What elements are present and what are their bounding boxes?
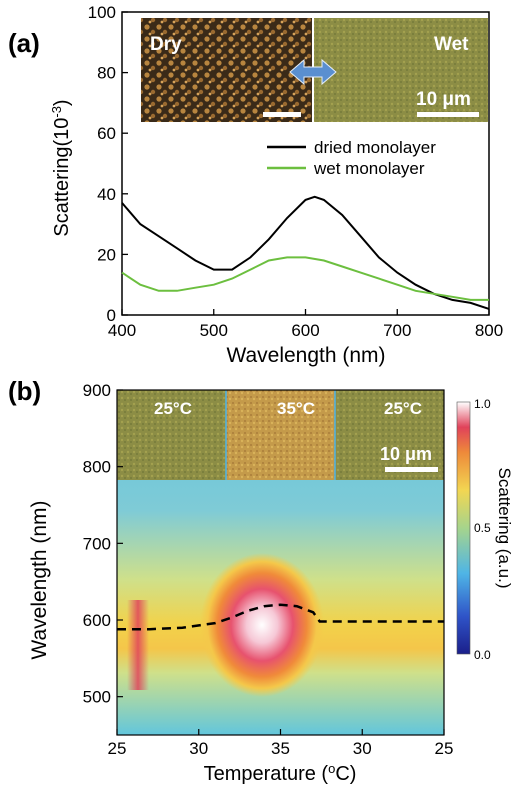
series-line-wet-monolayer (121, 256, 489, 301)
panel-a-inset: Dry Wet 10 μm (141, 18, 488, 122)
b-x-tick-label: 25 (435, 739, 454, 758)
a-y-tick-label: 60 (97, 124, 116, 143)
inset-25c-left (117, 390, 226, 480)
panel-a-legend: dried monolayer wet monolayer (267, 138, 436, 178)
inset-label-35c: 35°C (277, 399, 315, 418)
inset-b-scale-label: 10 μm (380, 444, 432, 464)
legend-label-dried: dried monolayer (314, 138, 436, 157)
panel-a-label: (a) (8, 28, 40, 58)
legend-label-wet: wet monolayer (313, 159, 425, 178)
a-x-tick-label: 600 (291, 321, 319, 340)
inset-25c-right (335, 390, 444, 480)
panel-a-x-label: Wavelength (nm) (226, 344, 385, 367)
b-y-tick-label: 900 (83, 381, 111, 400)
a-x-tick-label: 700 (383, 321, 411, 340)
peak-wavelength-dashed-line (117, 603, 444, 631)
a-y-tick-label: 80 (97, 64, 116, 83)
colorbar-tick-05: 0.5 (474, 521, 491, 535)
inset-35c (226, 390, 335, 480)
inset-label-25c-right: 25°C (384, 399, 422, 418)
inset-wet-image (313, 18, 488, 122)
panel-b-x-label: Temperature (oC) (204, 761, 357, 785)
a-y-tick-label: 40 (97, 185, 116, 204)
b-x-tick-label: 35 (271, 739, 290, 758)
a-x-tick-label: 500 (200, 321, 228, 340)
a-x-tick-label: 800 (475, 321, 503, 340)
inset-scale-label: 10 μm (416, 89, 471, 110)
a-y-tick-label: 100 (88, 3, 116, 22)
b-y-tick-label: 800 (83, 458, 111, 477)
panel-a-y-label: Scattering(10-3) (49, 99, 74, 236)
b-y-tick-label: 500 (83, 688, 111, 707)
panel-b-y-ticks: 500 600 700 800 900 (83, 381, 123, 707)
panel-b-y-label: Wavelength (nm) (28, 500, 51, 659)
inset-wet-label: Wet (434, 34, 469, 55)
colorbar-tick-0: 0.0 (474, 648, 491, 662)
b-y-tick-label: 600 (83, 611, 111, 630)
panel-a: (a) Dry Wet 10 μm 0 20 40 60 80 100 400 500 600… (8, 3, 503, 367)
b-x-tick-label: 30 (189, 739, 208, 758)
double-arrow-icon (289, 58, 337, 86)
colorbar: 1.0 0.5 0.0 Scattering (a.u.) (456, 397, 514, 662)
colorbar-gradient (456, 401, 471, 655)
a-x-tick-label: 400 (108, 321, 136, 340)
inset-dry-image (141, 18, 313, 122)
b-x-tick-label: 30 (353, 739, 372, 758)
heatmap-left-band (127, 600, 149, 690)
panel-a-y-ticks: 0 20 40 60 80 100 (88, 3, 128, 325)
panel-a-x-ticks: 400 500 600 700 800 (108, 309, 503, 340)
a-y-tick-label: 20 (97, 245, 116, 264)
inset-wet-scale-bar (417, 112, 479, 117)
a-y-tick-label: 0 (107, 306, 116, 325)
b-y-tick-label: 700 (83, 534, 111, 553)
panel-b-inset: 25°C 35°C 25°C 10 μm (117, 390, 444, 480)
b-x-tick-label: 25 (108, 739, 127, 758)
series-line-dried-monolayer (121, 195, 490, 310)
inset-b-scale-bar (385, 467, 438, 472)
inset-label-25c-left: 25°C (154, 399, 192, 418)
inset-dry-label: Dry (150, 34, 182, 55)
colorbar-tick-1: 1.0 (474, 397, 491, 411)
panel-b: (b) 25°C 35°C 25°C 10 μm 500 600 700 800 900… (8, 376, 514, 785)
inset-dry-scale-bar (263, 112, 301, 117)
colorbar-label: Scattering (a.u.) (495, 468, 514, 589)
panel-b-label: (b) (8, 376, 41, 406)
heatmap-hotspot (200, 553, 324, 697)
panel-b-x-ticks: 25 30 35 30 25 (108, 729, 454, 758)
